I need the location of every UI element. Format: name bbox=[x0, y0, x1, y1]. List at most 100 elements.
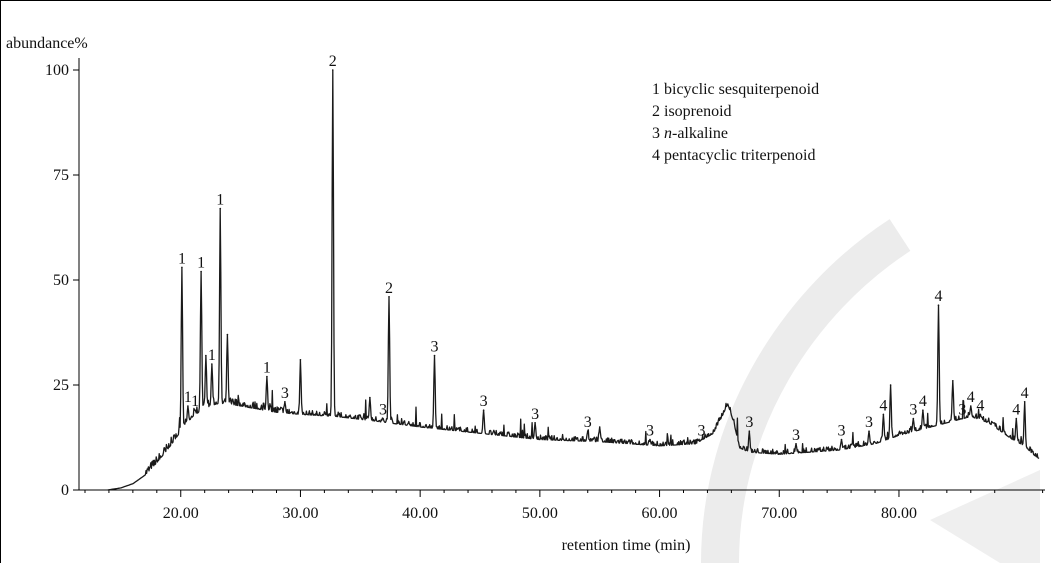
legend-text: -alkaline bbox=[672, 125, 728, 142]
peak-label: 1 bbox=[191, 393, 199, 410]
legend-number: 1 bbox=[652, 81, 664, 98]
peak-label: 3 bbox=[646, 423, 654, 440]
x-tick-label: 60.00 bbox=[642, 505, 678, 522]
peak-point bbox=[205, 354, 207, 357]
x-tick-label: 70.00 bbox=[761, 505, 797, 522]
y-tick-label: 100 bbox=[45, 62, 69, 79]
legend-entry: 1 bicyclic sesquiterpenoid bbox=[652, 81, 819, 98]
peak-label: 3 bbox=[865, 414, 873, 431]
legend-text: bicyclic sesquiterpenoid bbox=[664, 81, 819, 98]
peak-point bbox=[795, 443, 797, 445]
peak-point bbox=[969, 405, 972, 407]
peak-label: 2 bbox=[385, 280, 393, 297]
peak-point bbox=[1015, 417, 1018, 420]
y-tick-label: 75 bbox=[53, 167, 69, 184]
x-tick-label: 20.00 bbox=[163, 505, 199, 522]
x-tick-label: 30.00 bbox=[282, 505, 318, 522]
peak-label: 2 bbox=[329, 53, 337, 70]
peak-point bbox=[840, 438, 843, 441]
peak-point bbox=[211, 363, 213, 365]
peak-point bbox=[586, 430, 589, 433]
series bbox=[107, 69, 1040, 491]
peak-point bbox=[649, 438, 651, 441]
peak-label: 3 bbox=[909, 402, 917, 419]
peak-point bbox=[181, 266, 183, 269]
peak-point bbox=[979, 413, 982, 416]
y-tick-label: 50 bbox=[53, 272, 69, 289]
peak-point bbox=[284, 401, 286, 403]
peak-label: 3 bbox=[745, 414, 753, 431]
peak-point bbox=[482, 409, 485, 412]
peak-point bbox=[433, 354, 436, 357]
peak-point bbox=[382, 417, 384, 420]
peak-point bbox=[388, 296, 390, 298]
peak-label: 1 bbox=[197, 255, 205, 272]
watermark bbox=[701, 219, 1040, 563]
peak-label: 3 bbox=[958, 402, 966, 419]
legend-italic: n bbox=[664, 125, 672, 142]
peak-point bbox=[598, 426, 601, 428]
legend-entry: 3 n-alkaline bbox=[652, 125, 728, 142]
peak-point bbox=[700, 438, 703, 441]
y-axis-label: abundance% bbox=[6, 35, 88, 52]
peak-label: 3 bbox=[584, 414, 592, 431]
legend-text: pentacyclic triterpenoid bbox=[664, 147, 815, 164]
peak-point bbox=[889, 384, 892, 386]
x-tick-label: 50.00 bbox=[522, 505, 558, 522]
chromatogram-trace bbox=[107, 69, 1040, 491]
peak-point bbox=[952, 380, 954, 382]
peak-label: 1 bbox=[208, 347, 216, 364]
peak-label: 3 bbox=[792, 427, 800, 444]
peak-label: 4 bbox=[1021, 385, 1029, 402]
peak-label: 4 bbox=[1012, 402, 1020, 419]
peak-point bbox=[1023, 401, 1026, 403]
peak-label: 3 bbox=[697, 423, 705, 440]
legend-number: 2 bbox=[652, 103, 664, 120]
legend-text: isoprenoid bbox=[664, 103, 732, 120]
peak-label: 3 bbox=[431, 339, 439, 356]
peak-point bbox=[868, 430, 870, 433]
peak-point bbox=[219, 207, 222, 210]
x-tick-label: 40.00 bbox=[402, 505, 438, 522]
peak-label: 1 bbox=[184, 389, 192, 406]
peak-point bbox=[331, 69, 334, 71]
legend-entry: 2 isoprenoid bbox=[652, 103, 732, 120]
peak-point bbox=[200, 270, 202, 273]
peak-label: 3 bbox=[281, 385, 289, 402]
peak-label: 3 bbox=[838, 423, 846, 440]
axes: abundance% retention time (min) bbox=[6, 35, 1045, 554]
peak-point bbox=[194, 409, 196, 412]
x-axis-label: retention time (min) bbox=[562, 537, 691, 554]
peak-point bbox=[226, 333, 229, 336]
peak-label: 1 bbox=[178, 250, 186, 267]
peak-point bbox=[937, 304, 940, 307]
peak-point bbox=[369, 396, 371, 399]
legend-number: 3 bbox=[652, 125, 664, 142]
peak-label: 4 bbox=[976, 397, 984, 414]
legend-number: 4 bbox=[652, 147, 664, 164]
peak-point bbox=[922, 409, 924, 412]
peak-point bbox=[266, 375, 268, 378]
peak-label: 1 bbox=[216, 192, 224, 209]
peak-label: 4 bbox=[919, 393, 927, 410]
x-tick-label: 80.00 bbox=[881, 505, 917, 522]
peak-label: 4 bbox=[879, 397, 887, 414]
peak-point bbox=[882, 413, 885, 416]
peak-label: 4 bbox=[934, 288, 942, 305]
legend-entry: 4 pentacyclic triterpenoid bbox=[652, 147, 815, 164]
peak-label: 3 bbox=[531, 406, 539, 423]
peak-point bbox=[534, 422, 536, 424]
y-tick-label: 25 bbox=[53, 377, 69, 394]
peak-point bbox=[187, 405, 189, 407]
peak-label: 3 bbox=[379, 402, 387, 419]
peak-label: 1 bbox=[263, 360, 271, 377]
peak-point bbox=[912, 417, 915, 420]
peak-point bbox=[748, 430, 751, 433]
peak-point bbox=[961, 417, 964, 420]
peak-label: 4 bbox=[967, 389, 975, 406]
peak-label: 3 bbox=[480, 393, 488, 410]
ticks: 0 25 50 75 100 20.00 30.00 40.00 50.00 60.00 70.00… bbox=[45, 62, 1044, 522]
